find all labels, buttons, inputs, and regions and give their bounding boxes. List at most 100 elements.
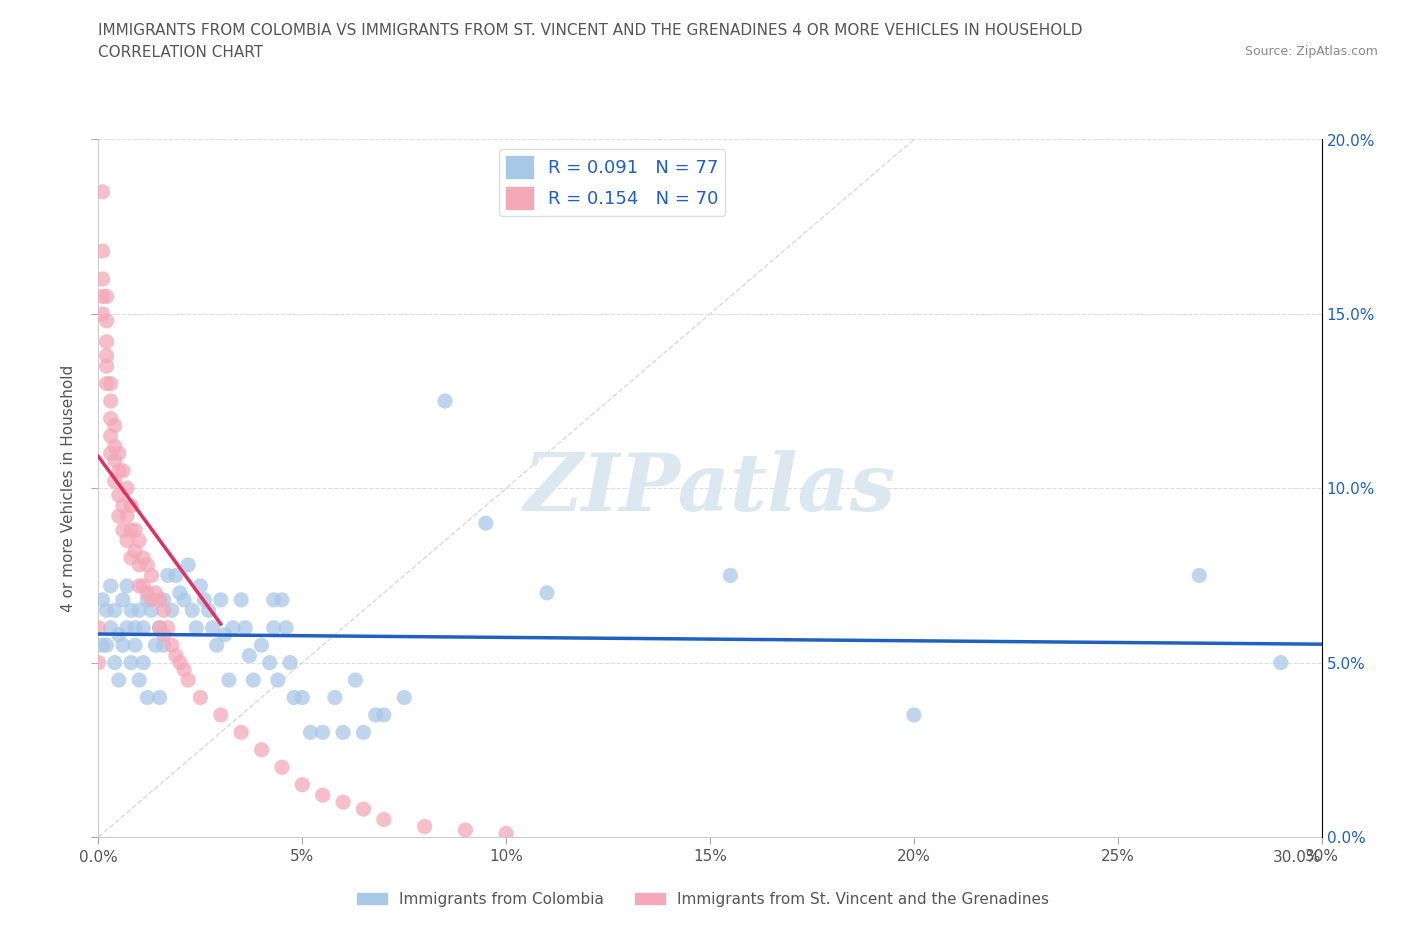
Point	[108, 672, 131, 687]
Point	[120, 656, 142, 671]
Point	[96, 289, 118, 304]
Point	[332, 725, 354, 740]
Text: IMMIGRANTS FROM COLOMBIA VS IMMIGRANTS FROM ST. VINCENT AND THE GRENADINES 4 OR : IMMIGRANTS FROM COLOMBIA VS IMMIGRANTS F…	[98, 23, 1083, 38]
Point	[111, 592, 134, 607]
Point	[145, 586, 167, 601]
Point	[91, 307, 114, 322]
Point	[136, 690, 159, 705]
Point	[413, 819, 436, 834]
Point	[259, 656, 281, 671]
Point	[201, 620, 224, 635]
Point	[115, 509, 138, 524]
Point	[132, 620, 155, 635]
Point	[115, 620, 138, 635]
Point	[108, 488, 131, 503]
Point	[128, 578, 150, 593]
Point	[104, 656, 127, 671]
Point	[96, 359, 118, 374]
Point	[115, 481, 138, 496]
Point	[108, 628, 131, 643]
Point	[231, 725, 253, 740]
Point	[160, 603, 183, 618]
Point	[152, 638, 174, 653]
Point	[454, 823, 477, 838]
Point	[91, 638, 114, 653]
Point	[96, 377, 118, 392]
Point	[193, 592, 215, 607]
Point	[197, 603, 219, 618]
Point	[291, 690, 314, 705]
Point	[238, 648, 260, 663]
Point	[149, 620, 172, 635]
Point	[104, 603, 127, 618]
Point	[104, 474, 127, 489]
Point	[108, 446, 131, 461]
Legend: R = 0.091   N = 77, R = 0.154   N = 70: R = 0.091 N = 77, R = 0.154 N = 70	[499, 149, 725, 216]
Point	[299, 725, 322, 740]
Point	[536, 586, 558, 601]
Point	[149, 690, 172, 705]
Point	[181, 603, 204, 618]
Point	[104, 453, 127, 468]
Point	[474, 515, 498, 530]
Point	[214, 628, 236, 643]
Point	[364, 708, 387, 723]
Point	[177, 672, 200, 687]
Point	[149, 592, 172, 607]
Point	[152, 592, 174, 607]
Point	[188, 578, 212, 593]
Point	[96, 335, 118, 350]
Text: 0.0%: 0.0%	[79, 850, 118, 865]
Point	[96, 638, 118, 653]
Point	[263, 620, 285, 635]
Point	[96, 603, 118, 618]
Point	[344, 672, 367, 687]
Point	[250, 638, 273, 653]
Point	[270, 760, 294, 775]
Point	[218, 672, 240, 687]
Point	[242, 672, 264, 687]
Point	[111, 523, 134, 538]
Point	[495, 826, 517, 841]
Point	[100, 393, 122, 408]
Point	[111, 638, 134, 653]
Point	[132, 551, 155, 565]
Point	[720, 568, 742, 583]
Point	[274, 620, 297, 635]
Point	[231, 592, 253, 607]
Point	[100, 429, 122, 444]
Point	[352, 802, 374, 817]
Point	[108, 463, 131, 478]
Point	[128, 558, 150, 573]
Point	[104, 418, 127, 433]
Point	[434, 393, 457, 408]
Point	[111, 498, 134, 513]
Point	[270, 592, 294, 607]
Text: Source: ZipAtlas.com: Source: ZipAtlas.com	[1244, 45, 1378, 58]
Point	[132, 656, 155, 671]
Point	[91, 244, 114, 259]
Point	[136, 586, 159, 601]
Point	[169, 586, 191, 601]
Point	[152, 603, 174, 618]
Point	[91, 272, 114, 286]
Point	[115, 533, 138, 548]
Point	[100, 446, 122, 461]
Point	[209, 592, 232, 607]
Point	[141, 592, 163, 607]
Point	[188, 690, 212, 705]
Point	[132, 578, 155, 593]
Point	[352, 725, 374, 740]
Point	[263, 592, 285, 607]
Point	[312, 788, 335, 803]
Point	[903, 708, 925, 723]
Point	[91, 592, 114, 607]
Point	[291, 777, 314, 792]
Point	[124, 543, 146, 558]
Point	[96, 313, 118, 328]
Point	[222, 620, 245, 635]
Point	[283, 690, 305, 705]
Point	[100, 411, 122, 426]
Point	[149, 620, 172, 635]
Point	[165, 648, 187, 663]
